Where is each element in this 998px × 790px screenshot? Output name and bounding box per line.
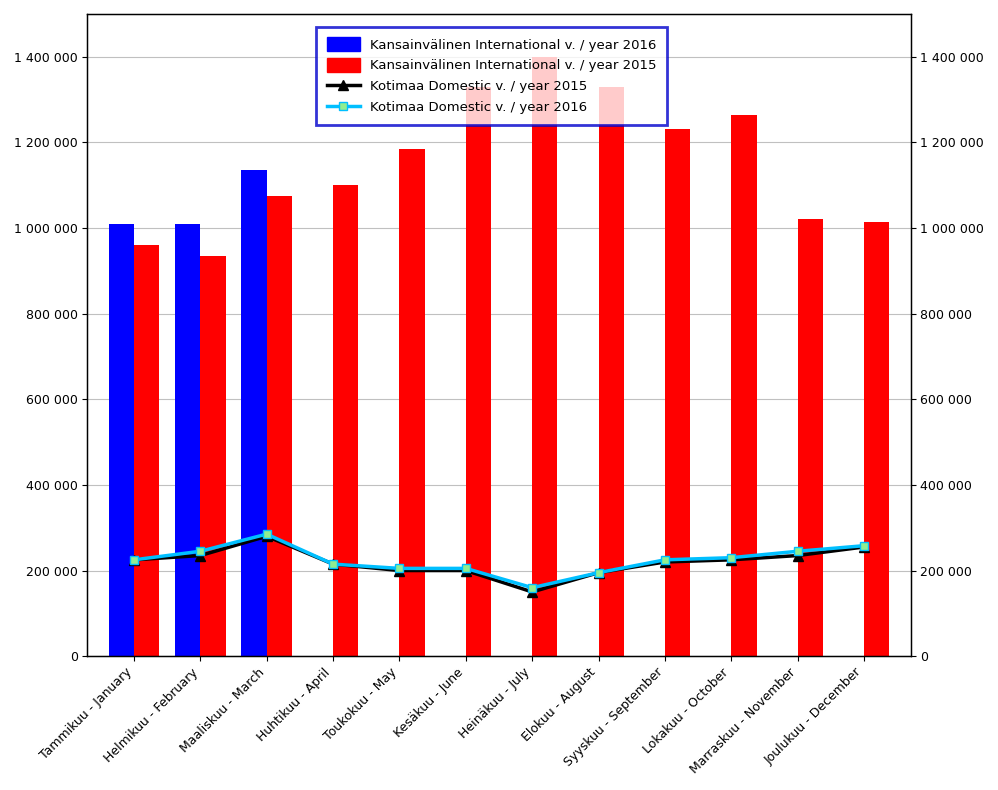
Kotimaa Domestic v. / year 2015 — [393, 566, 405, 575]
Bar — [665, 130, 691, 656]
Bar — [333, 185, 358, 656]
Kotimaa Domestic v. / year 2016 — [393, 563, 405, 573]
Bar — [532, 57, 558, 656]
Kotimaa Domestic v. / year 2015 — [526, 587, 538, 596]
Legend: Kansainvälinen International v. / year 2016, Kansainvälinen International v. / y: Kansainvälinen International v. / year 2… — [316, 27, 668, 125]
Bar — [201, 256, 226, 656]
Kotimaa Domestic v. / year 2016 — [526, 583, 538, 592]
Kotimaa Domestic v. / year 2015 — [195, 551, 207, 560]
Line: Kotimaa Domestic v. / year 2015: Kotimaa Domestic v. / year 2015 — [129, 532, 869, 596]
Kotimaa Domestic v. / year 2015 — [659, 557, 671, 566]
Kotimaa Domestic v. / year 2016 — [791, 547, 803, 556]
Kotimaa Domestic v. / year 2015 — [726, 555, 738, 565]
Kotimaa Domestic v. / year 2015 — [460, 566, 472, 575]
Bar — [266, 196, 292, 656]
Bar — [599, 87, 624, 656]
Kotimaa Domestic v. / year 2016 — [460, 563, 472, 573]
Kotimaa Domestic v. / year 2016 — [128, 555, 140, 565]
Kotimaa Domestic v. / year 2016 — [858, 541, 870, 551]
Kotimaa Domestic v. / year 2015 — [858, 542, 870, 551]
Kotimaa Domestic v. / year 2015 — [327, 559, 339, 569]
Kotimaa Domestic v. / year 2016 — [327, 559, 339, 569]
Kotimaa Domestic v. / year 2016 — [195, 547, 207, 556]
Kotimaa Domestic v. / year 2015 — [593, 568, 605, 577]
Bar — [242, 170, 266, 656]
Kotimaa Domestic v. / year 2016 — [659, 555, 671, 565]
Bar — [466, 87, 491, 656]
Bar — [797, 220, 823, 656]
Kotimaa Domestic v. / year 2015 — [260, 532, 272, 541]
Bar — [175, 224, 201, 656]
Bar — [732, 115, 756, 656]
Kotimaa Domestic v. / year 2016 — [726, 553, 738, 562]
Bar — [134, 245, 159, 656]
Kotimaa Domestic v. / year 2015 — [791, 551, 803, 560]
Kotimaa Domestic v. / year 2015 — [128, 555, 140, 565]
Kotimaa Domestic v. / year 2016 — [593, 568, 605, 577]
Bar — [864, 221, 889, 656]
Bar — [399, 149, 425, 656]
Bar — [109, 224, 134, 656]
Kotimaa Domestic v. / year 2016 — [260, 529, 272, 539]
Line: Kotimaa Domestic v. / year 2016: Kotimaa Domestic v. / year 2016 — [130, 530, 868, 592]
